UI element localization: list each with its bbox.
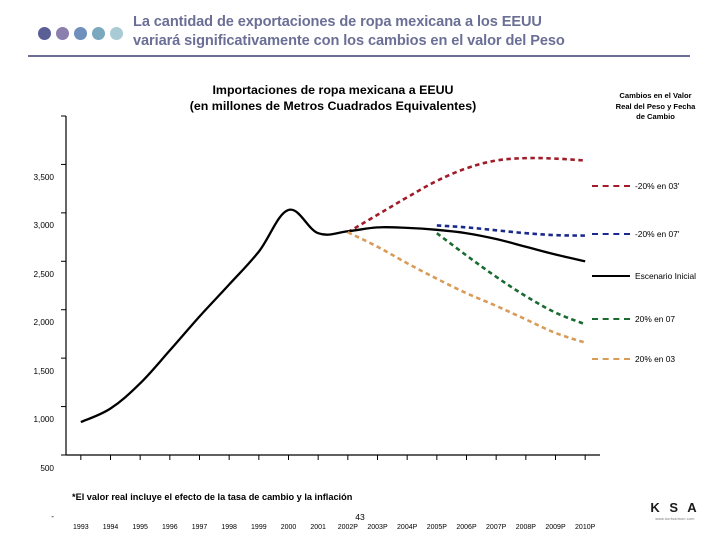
- x-tick-label: 2005P: [426, 524, 447, 531]
- legend-entry-2[interactable]: Escenario Inicial: [592, 269, 696, 283]
- plot-svg: [61, 115, 600, 460]
- y-tick-label: -: [51, 512, 54, 521]
- x-tick-label: 1997: [191, 524, 208, 531]
- x-ticks-group: [80, 455, 586, 460]
- legend-entry-4[interactable]: 20% en 03: [592, 352, 675, 366]
- x-tick-label: 2003P: [367, 524, 388, 531]
- legend-entry-1[interactable]: -20% en 07': [592, 227, 679, 241]
- x-tick-label: 2002P: [337, 524, 358, 531]
- y-tick-label: 3,500: [33, 173, 55, 182]
- title-divider: [28, 55, 690, 57]
- legend-swatch-4: [592, 358, 630, 360]
- x-tick-label: 2004P: [397, 524, 418, 531]
- y-tick-label: 2,000: [33, 318, 55, 328]
- legend-swatch-1: [592, 233, 630, 235]
- x-tick-label: 2010P: [575, 524, 596, 531]
- legend-title-line-1: Cambios en el Valor: [619, 91, 692, 100]
- legend-title-line-2: Real del Peso y Fecha: [615, 101, 696, 111]
- x-tick-label: 2001: [310, 524, 326, 531]
- page-number: 43: [355, 512, 365, 522]
- dot-2: [56, 27, 69, 40]
- x-tick-label: 1996: [162, 524, 178, 531]
- legend-label-4: 20% en 03: [635, 354, 676, 364]
- legend-label-3: 20% en 07: [635, 314, 676, 324]
- axes-group: [65, 116, 600, 456]
- legend-label-1: -20% en 07': [635, 229, 680, 239]
- x-tick-label: 2007P: [486, 524, 507, 531]
- legend-label-0: -20% en 03': [635, 181, 680, 191]
- chart-title-line-2: (en millones de Metros Cuadrados Equival…: [189, 99, 477, 113]
- footnote: *El valor real incluye el efecto de la t…: [72, 492, 353, 502]
- x-tick-label: 1994: [102, 524, 119, 531]
- legend-swatch-0: [592, 185, 630, 187]
- y-tick-label: 500: [40, 463, 54, 473]
- chart-title-line-1: Importaciones de ropa mexicana a EEUU: [212, 83, 454, 97]
- slide-header: La cantidad de exportaciones de ropa mex…: [0, 0, 720, 62]
- series-line-4: [347, 231, 586, 344]
- legend-entry-0[interactable]: -20% en 03': [592, 179, 679, 193]
- x-tick-label: 2009P: [545, 524, 566, 531]
- legend-entry-3[interactable]: 20% en 07: [592, 312, 675, 326]
- x-tick-label: 1999: [251, 524, 267, 531]
- y-ticks-group: [61, 115, 66, 456]
- slide-title-line-1: La cantidad de exportaciones de ropa mex…: [133, 14, 542, 30]
- chart-title: Importaciones de ropa mexicana a EEUU (e…: [128, 82, 538, 114]
- chart-container: Importaciones de ropa mexicana a EEUU (e…: [0, 62, 720, 531]
- x-tick-label: 1995: [132, 524, 148, 531]
- series-line-3: [436, 232, 586, 326]
- y-tick-label: 3,000: [33, 221, 55, 231]
- legend-swatch-3: [592, 318, 630, 320]
- dot-1: [38, 27, 51, 40]
- slide-title: La cantidad de exportaciones de ropa mex…: [133, 13, 703, 51]
- series-line-2: [80, 208, 586, 424]
- ksa-wordmark: K S A: [650, 500, 700, 515]
- dot-5: [110, 27, 123, 40]
- legend-title-line-3: de Cambio: [636, 112, 675, 121]
- legend-swatch-2: [592, 275, 630, 277]
- dot-4: [92, 27, 105, 40]
- x-tick-label: 1993: [73, 524, 89, 531]
- series-group: [80, 156, 586, 424]
- y-tick-label: 2,500: [33, 269, 55, 279]
- x-tick-label: 2006P: [456, 524, 477, 531]
- x-tick-label: 2008P: [515, 524, 536, 531]
- series-line-0: [347, 156, 586, 234]
- y-tick-label: 1,500: [33, 366, 55, 376]
- x-tick-label: 1998: [221, 524, 237, 531]
- x-tick-label: 2000: [280, 524, 297, 531]
- y-tick-label: 1,000: [33, 415, 55, 425]
- dot-3: [74, 27, 87, 40]
- series-line-1: [436, 224, 586, 237]
- legend-title: Cambios en el Valor Real del Peso y Fech…: [598, 91, 713, 123]
- ksa-logo: K S A www.kurtsalmon.com: [636, 500, 714, 521]
- header-dot-group: [38, 27, 123, 40]
- legend-label-2: Escenario Inicial: [635, 271, 696, 281]
- slide-title-line-2: variará significativamente con los cambi…: [133, 33, 565, 49]
- ksa-url: www.kurtsalmon.com: [655, 517, 695, 521]
